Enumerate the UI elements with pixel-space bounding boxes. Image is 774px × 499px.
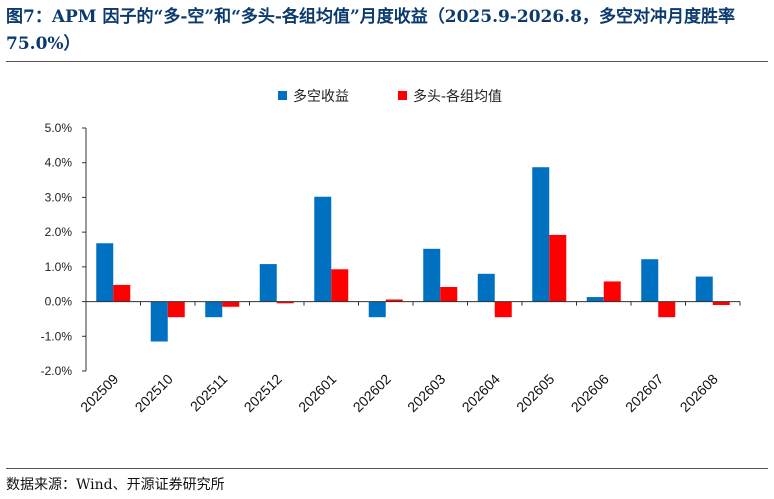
bar-long-mean [385, 299, 403, 302]
bar-long-mean [113, 284, 131, 302]
bar-long-mean [712, 301, 730, 306]
legend-swatch-long-mean [398, 91, 407, 100]
x-tick-label: 202601 [295, 371, 339, 415]
y-tick-label: 2.0% [45, 225, 73, 239]
bar-long-mean [167, 301, 185, 318]
y-tick-label: -1.0% [41, 329, 73, 343]
x-tick-label: 202509 [77, 371, 121, 415]
title-divider [6, 61, 768, 62]
y-tick-label: 4.0% [45, 156, 73, 170]
x-tick-label: 202602 [350, 371, 394, 415]
x-tick-label: 202510 [132, 371, 176, 415]
x-tick-label: 202605 [513, 371, 557, 415]
legend-label-long-mean: 多头-各组均值 [413, 88, 502, 105]
bar-long-short [205, 301, 223, 318]
x-tick-label: 202608 [677, 371, 721, 415]
bar-long-mean [549, 234, 567, 302]
bar-long-short [532, 167, 550, 302]
y-tick-label: 5.0% [45, 121, 73, 135]
bar-long-short [586, 297, 604, 302]
bar-long-short [695, 276, 713, 302]
legend: 多空收益 多头-各组均值 [278, 88, 502, 105]
y-tick-label: 0.0% [45, 295, 73, 309]
x-tick-label: 202511 [187, 371, 231, 415]
bar-long-short [314, 196, 332, 302]
bar-long-short [368, 301, 386, 318]
bar-long-short [96, 243, 114, 302]
bar-long-mean [603, 281, 621, 302]
x-tick-label: 202604 [459, 371, 503, 415]
bar-long-mean [494, 301, 512, 318]
legend-swatch-long-short [278, 91, 287, 100]
y-tick-label: 3.0% [45, 190, 73, 204]
x-tick-label: 202603 [404, 371, 448, 415]
y-tick-label: -2.0% [41, 364, 73, 378]
bar-long-mean [658, 301, 676, 318]
y-axis: 5.0% 4.0% 3.0% 2.0% 1.0% 0.0% -1.0% -2.0% [41, 121, 87, 378]
y-tick-label: 1.0% [45, 260, 73, 274]
bar-long-mean [440, 286, 458, 302]
bar-long-short [150, 301, 168, 342]
footer-divider [6, 468, 768, 469]
chart-title: 图7：APM 因子的“多-空”和“多头-各组均值”月度收益（2025.9-202… [6, 7, 735, 54]
bar-long-mean [276, 301, 294, 304]
bar-long-short [477, 273, 495, 302]
bar-long-short [259, 264, 277, 302]
bars [96, 167, 730, 342]
bar-long-short [641, 259, 659, 302]
x-tick-label: 202606 [568, 371, 612, 415]
bar-long-mean [331, 269, 349, 302]
x-axis: 202509 202510 202511 202512 202601 202602 2026… [77, 301, 741, 415]
source-note: 数据来源：Wind、开源证券研究所 [6, 477, 225, 493]
bar-chart: 多空收益 多头-各组均值 5.0% 4.0% 3.0% 2.0% 1.0% 0.0% -1.… [41, 88, 741, 415]
bar-long-short [423, 248, 441, 302]
x-tick-label: 202607 [622, 371, 666, 415]
legend-label-long-short: 多空收益 [293, 88, 349, 105]
bar-long-mean [222, 301, 240, 307]
x-tick-label: 202512 [241, 371, 285, 415]
